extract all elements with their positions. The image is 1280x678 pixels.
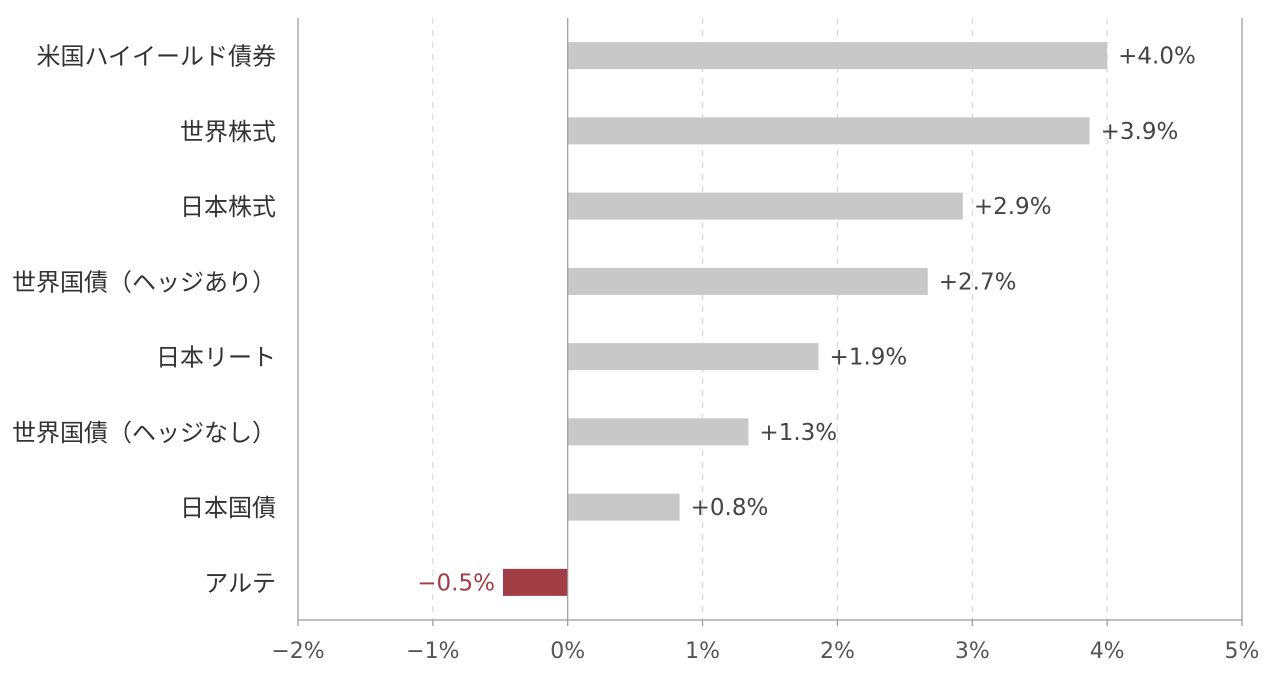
category-label-0: 米国ハイイールド債券: [36, 43, 276, 71]
bar-5: [567, 418, 749, 446]
label-layer: +4.0% 米国ハイイールド債券 +3.9% 世界株式 +2.9% 日本株式 +2.7% 世界…: [12, 43, 1259, 664]
bar-3: [567, 267, 928, 295]
data-label-2: +2.9%: [974, 194, 1052, 220]
category-label-3: 世界国債（ヘッジあり）: [12, 268, 276, 296]
data-label-6: +0.8%: [691, 495, 769, 521]
x-tick-label-1: −1%: [406, 639, 459, 664]
category-label-6: 日本国債: [180, 494, 276, 522]
x-tick-label-6: 4%: [1090, 639, 1125, 664]
data-label-0: +4.0%: [1118, 44, 1196, 70]
category-label-5: 世界国債（ヘッジなし）: [12, 419, 276, 447]
frame-layer: [297, 18, 1243, 626]
bar-2: [567, 192, 963, 220]
category-label-2: 日本株式: [180, 193, 276, 221]
x-tick-label-2: 0%: [550, 639, 585, 664]
data-label-1: +3.9%: [1101, 119, 1179, 145]
bar-7: [502, 568, 568, 596]
x-tick-label-4: 2%: [820, 639, 855, 664]
x-tick-label-7: 5%: [1225, 639, 1260, 664]
data-label-3: +2.7%: [939, 269, 1017, 295]
x-tick-label-0: −2%: [271, 639, 324, 664]
bar-4: [567, 343, 819, 371]
bar-1: [567, 117, 1090, 145]
bar-6: [567, 493, 680, 521]
category-label-1: 世界株式: [180, 118, 276, 146]
x-tick-label-3: 1%: [685, 639, 720, 664]
category-label-4: 日本リート: [156, 344, 276, 372]
data-label-5: +1.3%: [759, 420, 837, 446]
x-tick-label-5: 3%: [955, 639, 990, 664]
data-label-7: −0.5%: [417, 570, 495, 596]
bar-0: [567, 42, 1108, 70]
grid-layer: [432, 18, 1108, 620]
data-label-4: +1.9%: [830, 345, 908, 371]
bar-layer: [502, 42, 1108, 596]
category-label-7: アルテ: [204, 569, 276, 597]
